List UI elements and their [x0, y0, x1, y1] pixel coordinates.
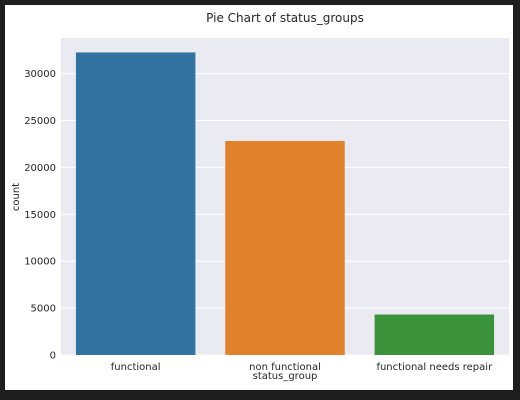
- y-tick-label: 30000: [24, 69, 56, 80]
- y-tick-label: 0: [50, 351, 56, 362]
- y-tick-label: 20000: [24, 163, 56, 174]
- y-tick-labels: 0 5000 10000 15000 20000 25000 30000: [24, 69, 56, 361]
- y-tick-label: 15000: [24, 210, 56, 221]
- x-axis-label: status_group: [253, 371, 318, 382]
- bar: [75, 52, 196, 355]
- x-tick-label: non functional: [249, 362, 321, 373]
- chart-title: Pie Chart of status_groups: [206, 11, 364, 25]
- x-tick-labels: functional non functional functional needs…: [111, 362, 493, 373]
- x-tick-label: functional: [111, 362, 161, 373]
- bar: [225, 140, 345, 355]
- bar: [374, 314, 495, 355]
- chart-figure: 0 5000 10000 15000 20000 25000 30000 functiona…: [5, 5, 513, 390]
- bars: [75, 52, 495, 355]
- y-tick-label: 5000: [31, 304, 56, 315]
- y-tick-label: 10000: [24, 257, 56, 268]
- y-tick-label: 25000: [24, 116, 56, 127]
- bar-chart: 0 5000 10000 15000 20000 25000 30000 functiona…: [11, 11, 509, 382]
- x-tick-label: functional needs repair: [376, 362, 493, 373]
- y-axis-label: count: [11, 183, 22, 211]
